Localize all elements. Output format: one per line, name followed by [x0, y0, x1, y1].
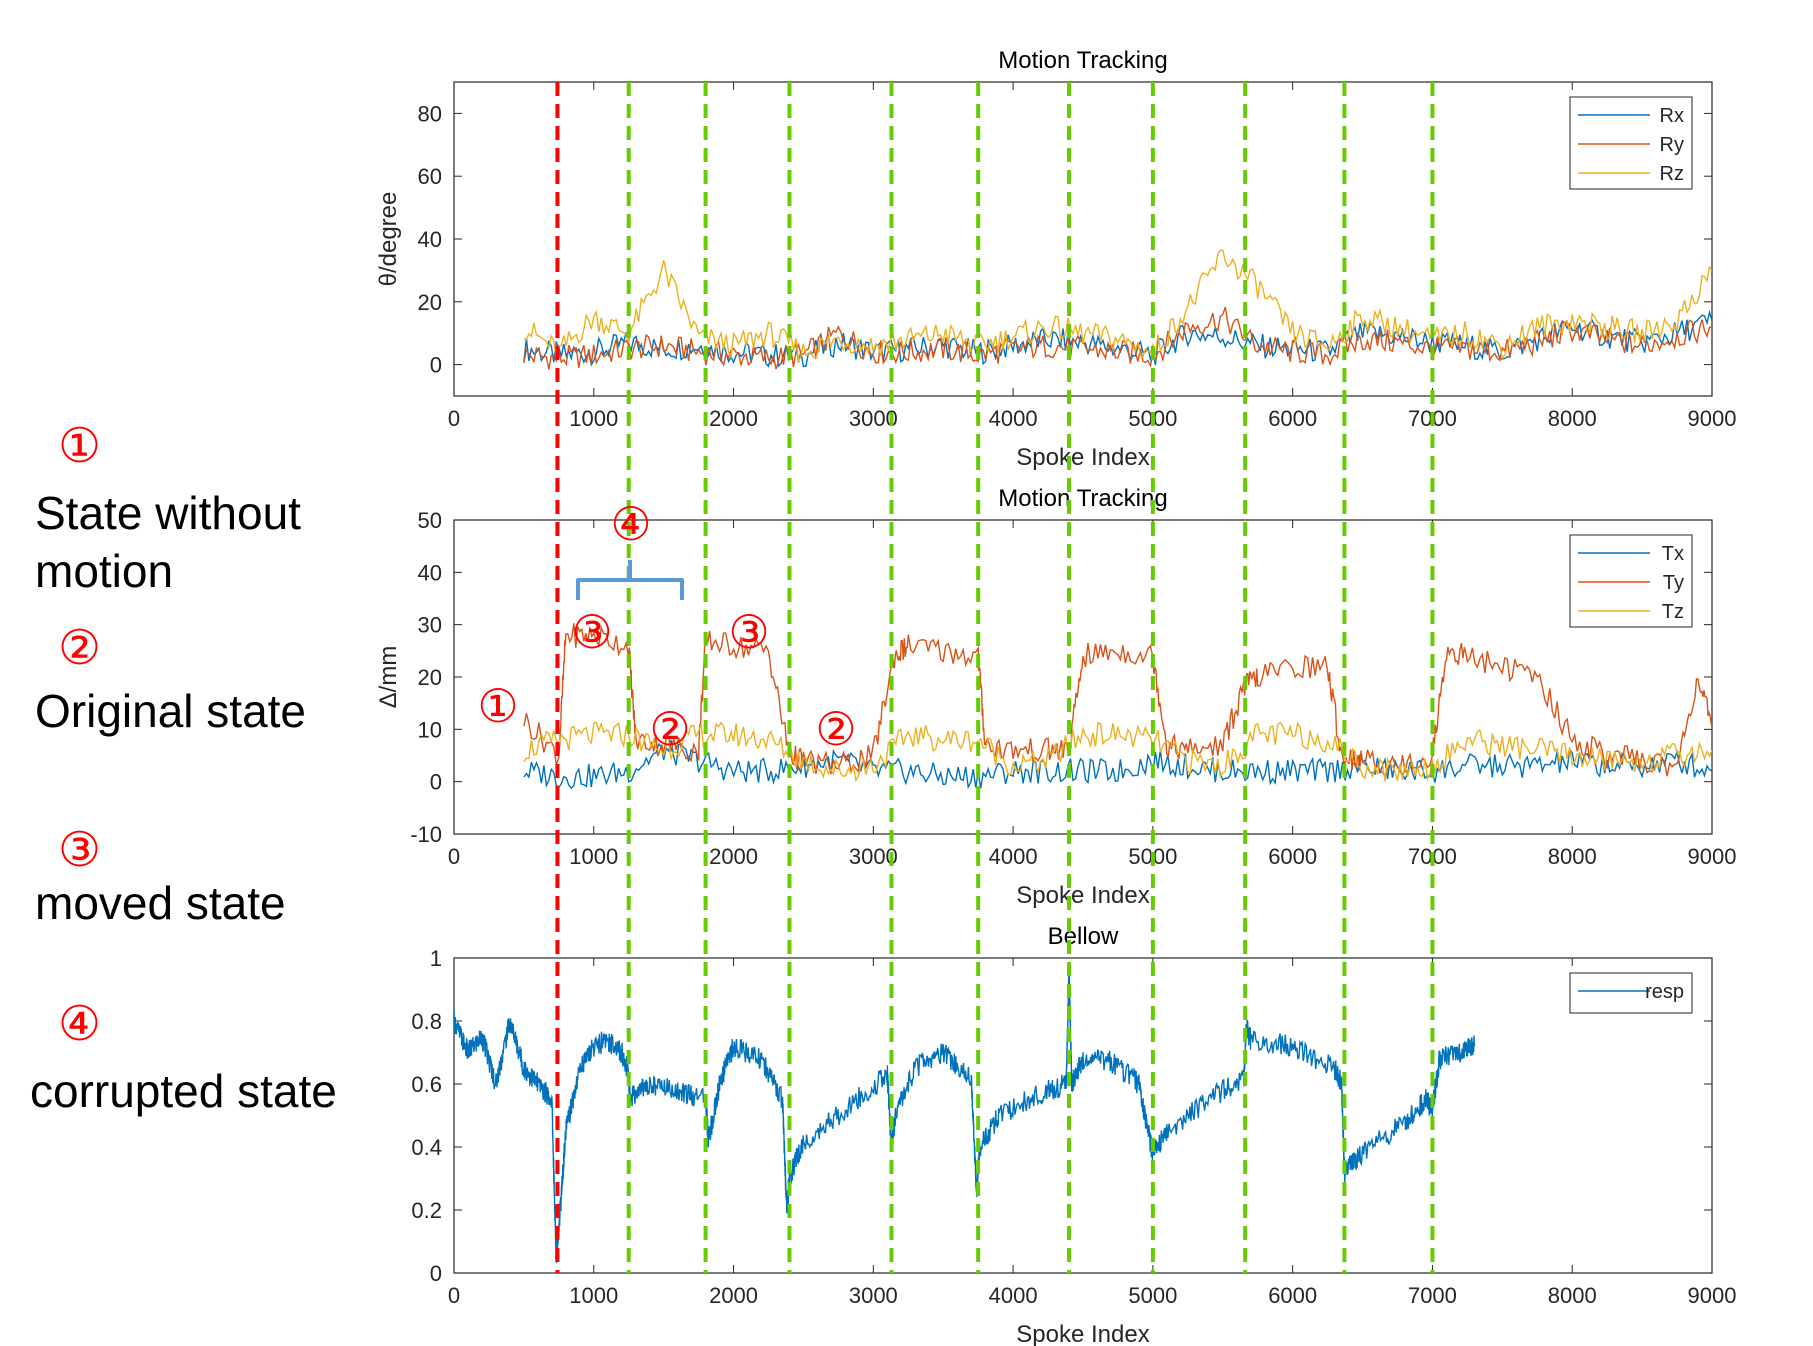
chart-title: Bellow — [1048, 923, 1119, 950]
x-tick-label: 3000 — [849, 1283, 898, 1308]
x-axis-label: Spoke Index — [1016, 1321, 1149, 1346]
y-tick-label: 0.4 — [411, 1135, 442, 1160]
side-marker-1: ① — [58, 418, 102, 474]
x-tick-label: 7000 — [1408, 1283, 1457, 1308]
legend-label-Tz: Tz — [1662, 601, 1684, 623]
x-tick-label: 2000 — [709, 1283, 758, 1308]
x-tick-label: 0 — [448, 844, 460, 869]
y-tick-label: 0 — [430, 353, 442, 378]
x-tick-label: 0 — [448, 1283, 460, 1308]
annotation-2a: ② — [649, 702, 690, 756]
x-tick-label: 2000 — [709, 844, 758, 869]
series-line-Tz — [523, 721, 1712, 783]
plot-area — [453, 519, 1713, 835]
x-tick-label: 9000 — [1688, 1283, 1737, 1308]
series-line-Tx — [523, 739, 1712, 790]
side-label-2: Original state — [35, 685, 307, 737]
side-marker-4: ④ — [58, 996, 102, 1052]
annotation-2b: ② — [815, 702, 856, 756]
x-tick-label: 1000 — [569, 844, 618, 869]
y-tick-label: 0 — [430, 1261, 442, 1286]
y-tick-label: 0.6 — [411, 1072, 442, 1097]
y-tick-label: 1 — [430, 946, 442, 971]
series-line-Rx — [523, 309, 1712, 368]
legend-box — [1569, 972, 1693, 1014]
y-tick-label: -10 — [410, 822, 442, 847]
x-tick-label: 8000 — [1548, 406, 1597, 431]
legend-label-Tx: Tx — [1662, 543, 1684, 565]
legend: Rx Ry Rz — [1569, 96, 1693, 190]
x-tick-label: 4000 — [989, 844, 1038, 869]
y-tick-label: 0.8 — [411, 1009, 442, 1034]
chart-panel-3: 0 1000 2000 3000 4000 5000 6000 7000 8000 9000 0 0.… — [411, 923, 1736, 1346]
x-tick-label: 4000 — [989, 406, 1038, 431]
x-tick-label: 4000 — [989, 1283, 1038, 1308]
legend-label-Ty: Ty — [1663, 572, 1684, 594]
series-line-Ty — [523, 623, 1712, 778]
y-tick-label: 20 — [418, 290, 442, 315]
legend: Tx Ty Tz — [1569, 534, 1693, 628]
legend-label-Ry: Ry — [1660, 134, 1684, 156]
legend: resp — [1569, 972, 1693, 1014]
x-axis-label: Spoke Index — [1016, 444, 1149, 471]
annotation-3b: ③ — [728, 605, 769, 659]
y-tick-label: 40 — [418, 227, 442, 252]
x-tick-label: 6000 — [1268, 844, 1317, 869]
y-tick-label: 0 — [430, 770, 442, 795]
x-tick-label: 0 — [448, 406, 460, 431]
y-tick-label: 30 — [418, 613, 442, 638]
y-tick-label: 0.2 — [411, 1198, 442, 1223]
x-tick-label: 8000 — [1548, 844, 1597, 869]
legend-label-Rz: Rz — [1660, 163, 1684, 185]
annotation-1: ① — [477, 679, 518, 733]
x-tick-label: 2000 — [709, 406, 758, 431]
chart-title: Motion Tracking — [998, 485, 1167, 512]
annotation-3a: ③ — [571, 605, 612, 659]
chart-panel-1: 0100020003000400050006000700080009000020… — [375, 47, 1736, 471]
y-tick-label: 50 — [418, 508, 442, 533]
side-label-4: corrupted state — [30, 1065, 337, 1117]
x-tick-label: 1000 — [569, 1283, 618, 1308]
x-tick-label: 6000 — [1268, 1283, 1317, 1308]
y-tick-label: 80 — [418, 101, 442, 126]
x-tick-label: 5000 — [1128, 1283, 1177, 1308]
annotation-4: ④ — [610, 497, 651, 551]
y-tick-label: 10 — [418, 717, 442, 742]
y-axis-label: θ/degree — [375, 192, 402, 287]
x-tick-label: 8000 — [1548, 1283, 1597, 1308]
x-axis-label: Spoke Index — [1016, 882, 1149, 909]
y-tick-label: 40 — [418, 560, 442, 585]
x-tick-label: 9000 — [1688, 844, 1737, 869]
bracket — [576, 560, 684, 600]
plot-area — [453, 957, 1713, 1274]
series-line-Rz — [523, 249, 1712, 364]
side-marker-3: ③ — [58, 822, 102, 878]
y-axis-label: Δ/mm — [375, 646, 402, 709]
x-tick-label: 9000 — [1688, 406, 1737, 431]
y-tick-label: 20 — [418, 665, 442, 690]
series-line-resp — [454, 963, 1476, 1264]
x-tick-label: 1000 — [569, 406, 618, 431]
legend-label-resp: resp — [1645, 981, 1684, 1003]
chart-panel-2: 0100020003000400050006000700080009000-10… — [375, 485, 1736, 909]
side-marker-2: ② — [58, 620, 102, 676]
legend-label-Rx: Rx — [1660, 105, 1684, 127]
y-tick-label: 60 — [418, 164, 442, 189]
chart-title: Motion Tracking — [998, 47, 1167, 74]
side-label-3: moved state — [35, 877, 286, 929]
series-line-Ry — [523, 306, 1712, 370]
side-label-1: State without motion — [35, 487, 301, 597]
x-tick-label: 6000 — [1268, 406, 1317, 431]
